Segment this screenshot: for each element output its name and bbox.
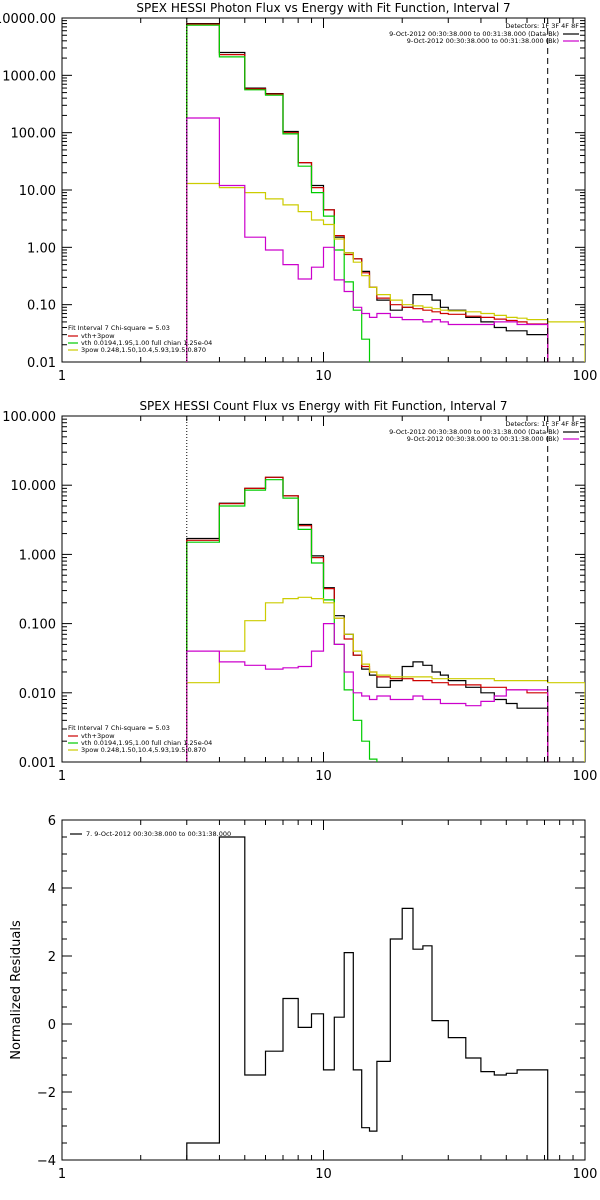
series-line-4 <box>186 182 585 362</box>
legend-entry-label: 9-Oct-2012 00:30:38.000 to 00:31:38.000 … <box>407 37 559 45</box>
x-tick-label: 100 <box>573 369 598 384</box>
legend-entry-label: vth+3pow <box>81 732 115 740</box>
legend-top-right: Detectors: 1F 3F 4F 8F9-Oct-2012 00:30:3… <box>389 22 579 45</box>
chart-panel-1: SPEX HESSI Photon Flux vs Energy with Fi… <box>0 1 597 384</box>
chart-panel-2: SPEX HESSI Count Flux vs Energy with Fit… <box>2 399 597 784</box>
legend-entry-label: 9-Oct-2012 00:30:38.000 to 00:31:38.000 … <box>389 428 559 436</box>
y-tick-label: 0 <box>48 1018 56 1033</box>
y-axis-label: Normalized Residuals <box>9 920 24 1060</box>
legend-entry-label: vth 0.0194,1.95,1.00 full chian 1.25e-04 <box>81 339 212 347</box>
y-tick-label: 10000.00 <box>0 12 56 27</box>
chart-panel-3: 1 10 100 −4 −2 0 2 4 6 Normalized Residuals 7. 9-O… <box>9 814 597 1182</box>
series-group <box>186 836 549 1160</box>
x-tick-label: 10 <box>315 369 332 384</box>
y-tick-label: 1000.00 <box>2 69 56 84</box>
x-tick-label: 1 <box>58 769 66 784</box>
legend-title: Fit Interval 7 Chi-square = 5.03 <box>68 724 170 732</box>
legend-entry-label: vth+3pow <box>81 332 115 340</box>
legend-title: Detectors: 1F 3F 4F 8F <box>505 420 579 428</box>
y-tick-label: 1.00 <box>27 241 56 256</box>
legend-entry-label: 9-Oct-2012 00:30:38.000 to 00:31:38.000 … <box>389 30 559 38</box>
y-tick-label: 100.00 <box>11 127 57 142</box>
legend-entry-label: vth 0.0194,1.95,1.00 full chian 1.25e-04 <box>81 739 212 747</box>
x-tick-label: 1 <box>58 369 66 384</box>
y-tick-label: 4 <box>48 882 56 897</box>
series-line-1 <box>186 836 549 1160</box>
y-tick-label: 0.001 <box>19 756 56 771</box>
x-axis: 1 10 100 <box>58 820 598 1182</box>
legend-title: Fit Interval 7 Chi-square = 5.03 <box>68 324 170 332</box>
x-axis: 1 10 100 <box>58 18 598 384</box>
legend-top-right: Detectors: 1F 3F 4F 8F9-Oct-2012 00:30:3… <box>389 420 579 443</box>
x-tick-label: 1 <box>58 1167 66 1182</box>
y-tick-label: 2 <box>48 950 56 965</box>
y-tick-label: 0.10 <box>27 299 56 314</box>
legend-entry-label: 3pow 0.248,1.50,10.4,5.93,19.5,0.870 <box>81 746 206 754</box>
legend-entry-label: 3pow 0.248,1.50,10.4,5.93,19.5,0.870 <box>81 346 206 354</box>
series-line-5 <box>186 117 549 362</box>
series-line-4 <box>186 596 585 762</box>
y-tick-label: 0.100 <box>19 618 56 633</box>
series-line-3 <box>186 24 371 362</box>
series-line-5 <box>186 623 549 762</box>
series-group <box>186 476 585 762</box>
series-line-1 <box>186 23 549 362</box>
y-tick-label: −2 <box>37 1086 56 1101</box>
series-line-2 <box>186 476 549 762</box>
legend-bottom-left: Fit Interval 7 Chi-square = 5.03vth+3pow… <box>68 724 212 754</box>
y-tick-label: 100.000 <box>2 410 56 425</box>
y-axis: 0.01 0.10 1.00 10.00 100.00 1000.00 10000.00 <box>0 12 585 371</box>
y-tick-label: −4 <box>37 1154 56 1169</box>
x-tick-label: 10 <box>315 1167 332 1182</box>
y-axis: 0.001 0.010 0.100 1.000 10.000 100.000 <box>2 410 585 771</box>
legend-entry-label: 7. 9-Oct-2012 00:30:38.000 to 00:31:38.0… <box>86 830 231 838</box>
chart-title: SPEX HESSI Count Flux vs Energy with Fit… <box>139 399 507 413</box>
y-tick-label: 1.000 <box>19 548 56 563</box>
legend-bottom-left: Fit Interval 7 Chi-square = 5.03vth+3pow… <box>68 324 212 354</box>
plot-frame <box>61 819 586 1161</box>
series-line-3 <box>186 479 378 762</box>
series-group <box>186 23 585 362</box>
x-tick-label: 100 <box>573 1167 598 1182</box>
chart-title: SPEX HESSI Photon Flux vs Energy with Fi… <box>136 1 510 15</box>
series-line-1 <box>186 476 549 762</box>
legend-entry-label: 9-Oct-2012 00:30:38.000 to 00:31:38.000 … <box>407 435 559 443</box>
y-tick-label: 6 <box>48 814 56 829</box>
series-line-2 <box>186 23 549 362</box>
y-tick-label: 0.01 <box>27 356 56 371</box>
x-tick-label: 10 <box>315 769 332 784</box>
y-tick-label: 10.00 <box>19 184 56 199</box>
legend-title: Detectors: 1F 3F 4F 8F <box>505 22 579 30</box>
x-axis: 1 10 100 <box>58 416 598 784</box>
y-tick-label: 10.000 <box>11 479 57 494</box>
y-tick-label: 0.010 <box>19 687 56 702</box>
x-tick-label: 100 <box>573 769 598 784</box>
legend-top-left: 7. 9-Oct-2012 00:30:38.000 to 00:31:38.0… <box>70 830 231 838</box>
y-axis: −4 −2 0 2 4 6 <box>37 814 585 1169</box>
